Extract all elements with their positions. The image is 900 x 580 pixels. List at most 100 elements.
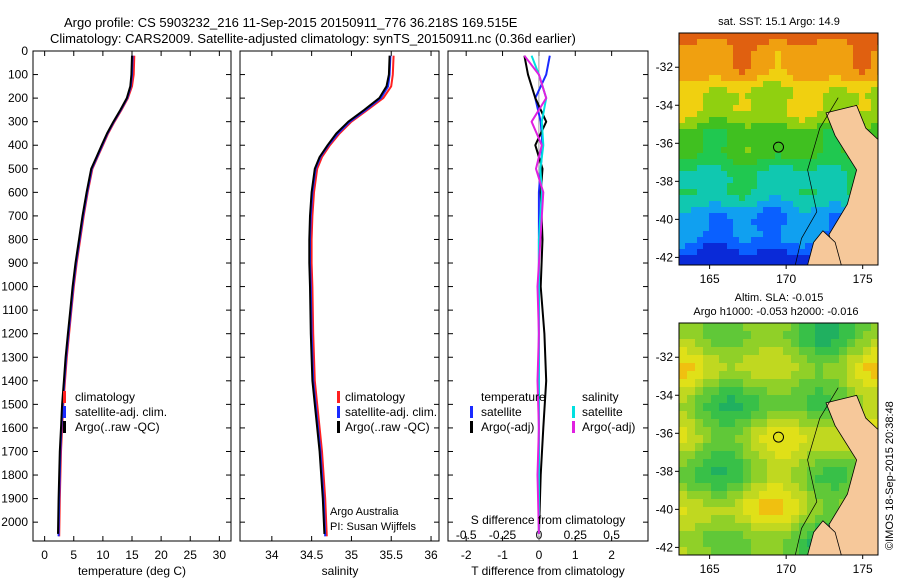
map-cell	[799, 219, 805, 225]
map-y-tick-label: -38	[656, 464, 674, 478]
legend-label-climatology: climatology	[75, 390, 135, 404]
map-cell	[735, 355, 743, 363]
map-cell	[775, 347, 783, 355]
map-cell	[781, 117, 787, 123]
map-cell	[695, 371, 703, 379]
map-cell	[793, 189, 799, 195]
map-cell	[735, 387, 743, 395]
map-cell	[823, 213, 829, 219]
map-cell	[865, 39, 871, 45]
map-cell	[831, 467, 839, 475]
map-cell	[703, 459, 711, 467]
map-cell	[703, 363, 711, 371]
map-cell	[823, 331, 831, 339]
map-cell	[769, 159, 775, 165]
map-cell	[679, 323, 687, 331]
map-cell	[763, 189, 769, 195]
map-cell	[781, 183, 787, 189]
map-cell	[775, 207, 781, 213]
map-cell	[679, 363, 687, 371]
map-cell	[727, 459, 735, 467]
map-cell	[679, 475, 687, 483]
map-cell	[783, 403, 791, 411]
map-cell	[781, 51, 787, 57]
map-cell	[871, 51, 877, 57]
map-cell	[691, 117, 697, 123]
map-cell	[811, 135, 817, 141]
map-cell	[711, 483, 719, 491]
map-cell	[781, 75, 787, 81]
x-tick-label: -1	[497, 548, 508, 562]
map-cell	[703, 123, 709, 129]
map-cell	[775, 183, 781, 189]
map-cell	[783, 515, 791, 523]
map-cell	[745, 237, 751, 243]
map-cell	[835, 93, 841, 99]
map-cell	[811, 153, 817, 159]
map-cell	[807, 531, 815, 539]
map-cell	[799, 123, 805, 129]
map-cell	[767, 355, 775, 363]
map-cell	[823, 443, 831, 451]
map-cell	[847, 387, 855, 395]
map-cell	[687, 323, 695, 331]
map-cell	[791, 483, 799, 491]
map-cell	[853, 75, 859, 81]
map-cell	[715, 225, 721, 231]
map-y-tick-label: -32	[656, 350, 674, 364]
map-cell	[783, 443, 791, 451]
map-cell	[687, 459, 695, 467]
map-cell	[745, 33, 751, 39]
map-cell	[703, 57, 709, 63]
map-cell	[811, 231, 817, 237]
map-cell	[685, 63, 691, 69]
map-cell	[853, 57, 859, 63]
map-cell	[823, 183, 829, 189]
map-cell	[719, 531, 727, 539]
map-cell	[695, 491, 703, 499]
map-cell	[799, 87, 805, 93]
map-cell	[679, 177, 685, 183]
map-cell	[817, 111, 823, 117]
map-cell	[831, 323, 839, 331]
map-cell	[697, 189, 703, 195]
map-cell	[799, 147, 805, 153]
map-cell	[733, 147, 739, 153]
map-cell	[745, 213, 751, 219]
map-cell	[817, 81, 823, 87]
map-cell	[823, 57, 829, 63]
map-cell	[799, 459, 807, 467]
legend-swatch-t-argo	[470, 421, 473, 433]
map-cell	[835, 141, 841, 147]
map-cell	[823, 87, 829, 93]
map-cell	[769, 57, 775, 63]
map-cell	[799, 207, 805, 213]
map-cell	[781, 213, 787, 219]
map-cell	[767, 395, 775, 403]
map-cell	[739, 165, 745, 171]
map-cell	[769, 99, 775, 105]
map-cell	[685, 147, 691, 153]
map-cell	[751, 105, 757, 111]
map-cell	[757, 225, 763, 231]
map-cell	[733, 189, 739, 195]
map-cell	[743, 499, 751, 507]
map-cell	[839, 347, 847, 355]
map-cell	[775, 443, 783, 451]
map-cell	[871, 45, 877, 51]
map-cell	[817, 51, 823, 57]
map-cell	[703, 387, 711, 395]
map-cell	[727, 547, 735, 555]
map-cell	[733, 165, 739, 171]
map-cell	[799, 135, 805, 141]
map-cell	[715, 141, 721, 147]
map-cell	[751, 159, 757, 165]
map-cell	[767, 451, 775, 459]
map-cell	[691, 99, 697, 105]
map-cell	[865, 93, 871, 99]
map-cell	[815, 411, 823, 419]
depth-axis: 0100200300400500600700800900100011001200…	[1, 44, 648, 529]
map-cell	[759, 459, 767, 467]
map-cell	[733, 207, 739, 213]
map-cell	[787, 147, 793, 153]
